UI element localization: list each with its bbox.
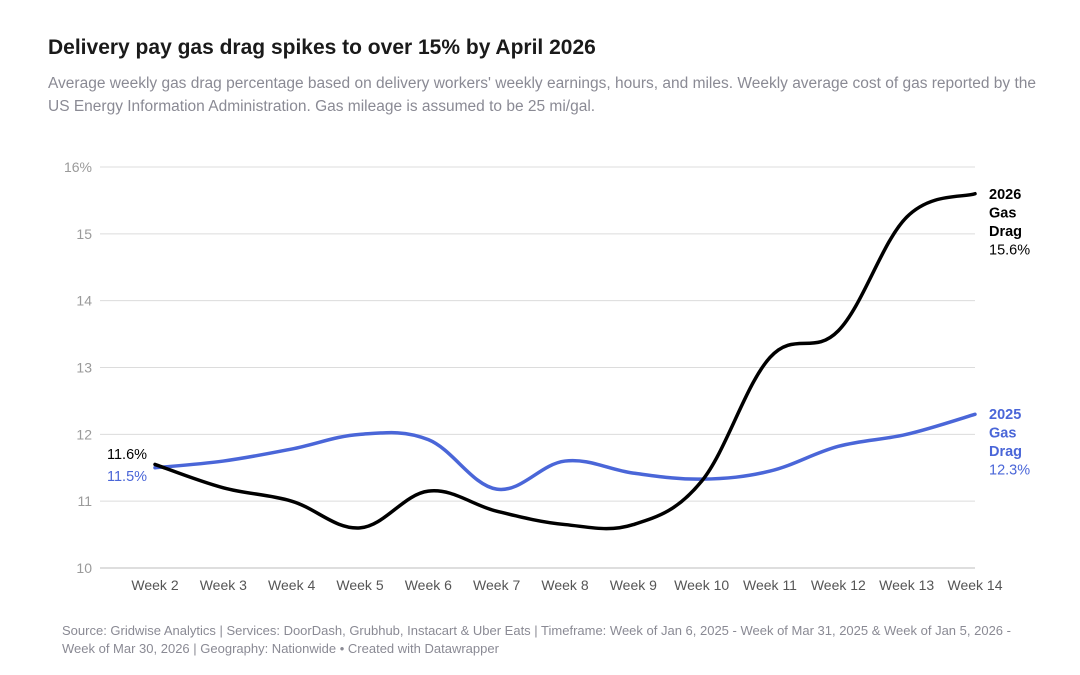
series-name-label: Gas: [989, 426, 1016, 442]
y-tick-label: 14: [76, 293, 92, 309]
y-tick-label: 12: [76, 426, 92, 442]
x-tick-label: Week 4: [268, 577, 315, 593]
x-tick-label: Week 14: [948, 577, 1003, 593]
series-name-label: Drag: [989, 444, 1022, 460]
y-tick-label: 11: [77, 493, 92, 509]
series-name-label: 2025: [989, 407, 1021, 423]
series-lines: [153, 191, 977, 531]
end-value-label: 15.6%: [989, 243, 1030, 259]
series-name-label: 2026: [989, 187, 1021, 203]
chart-title: Delivery pay gas drag spikes to over 15%…: [48, 36, 596, 59]
end-value-label: 12.3%: [989, 463, 1030, 479]
y-axis: 10 11 12 13 14 15 16%: [64, 159, 92, 576]
start-value-label: 11.5%: [107, 469, 147, 485]
gridlines: [100, 166, 975, 569]
x-tick-label: Week 10: [674, 577, 729, 593]
x-tick-label: Week 5: [336, 577, 383, 593]
x-axis: Week 2 Week 3 Week 4 Week 5 Week 6 Week 7 Week…: [131, 577, 1002, 593]
series-name-label: Drag: [989, 224, 1022, 240]
x-tick-label: Week 7: [473, 577, 520, 593]
chart-subtitle: Average weekly gas drag percentage based…: [48, 75, 1037, 115]
series-line: [153, 412, 977, 492]
x-tick-label: Week 3: [200, 577, 247, 593]
series-name-label: Gas: [989, 206, 1016, 222]
series-line: [153, 191, 977, 531]
source-note: Source: Gridwise Analytics | Services: D…: [62, 623, 1011, 656]
x-tick-label: Week 9: [610, 577, 657, 593]
x-tick-label: Week 11: [743, 577, 797, 593]
x-tick-label: Week 8: [541, 577, 588, 593]
y-tick-label: 15: [76, 226, 92, 242]
x-tick-label: Week 2: [131, 577, 178, 593]
start-value-label: 11.6%: [107, 447, 147, 463]
y-tick-label: 10: [76, 560, 92, 576]
x-tick-label: Week 12: [811, 577, 866, 593]
x-tick-label: Week 6: [405, 577, 452, 593]
series-labels: 11.6% 11.5% 2026 Gas Drag 15.6% 2025 Gas Drag 12.…: [107, 187, 1030, 485]
y-tick-label: 16%: [64, 159, 92, 175]
y-tick-label: 13: [76, 360, 92, 376]
x-tick-label: Week 13: [879, 577, 934, 593]
